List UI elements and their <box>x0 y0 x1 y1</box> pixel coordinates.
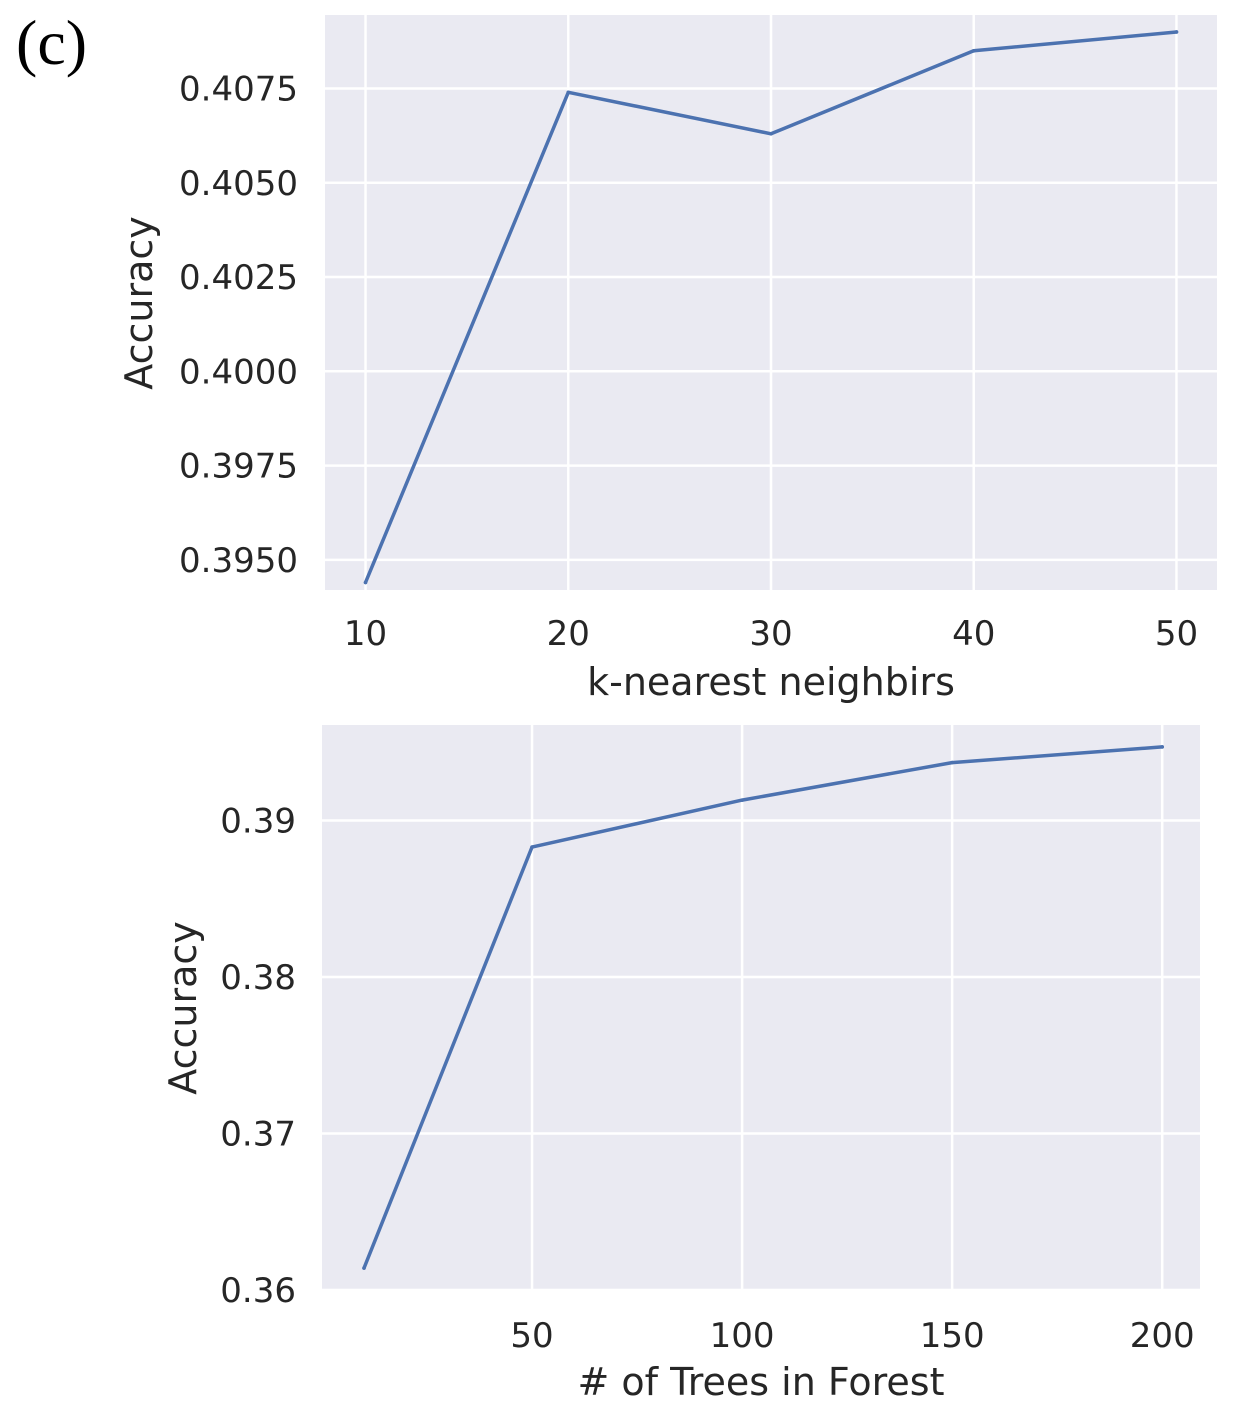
y-tick-label: 0.4000 <box>179 352 298 392</box>
data-point <box>363 580 368 585</box>
y-axis-label: Accuracy <box>117 216 161 390</box>
y-tick-label: 0.38 <box>220 958 296 998</box>
x-tick-label: 20 <box>547 614 590 654</box>
x-tick-label: 150 <box>920 1316 985 1356</box>
plot-area <box>322 725 1200 1290</box>
data-point <box>566 90 571 95</box>
y-tick-label: 0.39 <box>220 801 296 841</box>
y-tick-label: 0.3975 <box>179 447 298 487</box>
y-tick-label: 0.3950 <box>179 541 298 581</box>
data-point <box>530 845 534 849</box>
y-tick-label: 0.36 <box>220 1271 296 1311</box>
data-point <box>362 1266 366 1270</box>
chart-2: 50 100 150 200 0.36 0.37 0.38 0.39 # of Trees in… <box>161 725 1200 1404</box>
x-tick-label: 10 <box>344 614 387 654</box>
data-point <box>950 760 954 765</box>
y-tick-label: 0.37 <box>220 1114 296 1154</box>
chart-1: 10 20 30 40 50 0.3950 0.3975 0.4000 0.4025 0.4050… <box>117 15 1217 704</box>
y-axis-label: Accuracy <box>161 921 205 1095</box>
data-point <box>1174 30 1179 34</box>
data-point <box>971 49 976 53</box>
data-point <box>740 798 744 802</box>
x-tick-label: 200 <box>1130 1316 1195 1356</box>
x-tick-label: 100 <box>710 1316 775 1356</box>
x-tick-label: 50 <box>1155 614 1198 654</box>
y-tick-label: 0.4050 <box>179 164 298 204</box>
data-point <box>1160 745 1164 749</box>
x-axis-label: # of Trees in Forest <box>577 1360 944 1404</box>
panel-label: (c) <box>16 7 88 78</box>
y-tick-label: 0.4075 <box>179 70 298 110</box>
x-tick-label: 50 <box>510 1316 553 1356</box>
x-tick-label: 30 <box>749 614 792 654</box>
x-axis-label: k-nearest neighbirs <box>587 660 955 704</box>
y-tick-label: 0.4025 <box>179 258 298 298</box>
x-tick-label: 40 <box>952 614 995 654</box>
data-point <box>769 131 773 136</box>
